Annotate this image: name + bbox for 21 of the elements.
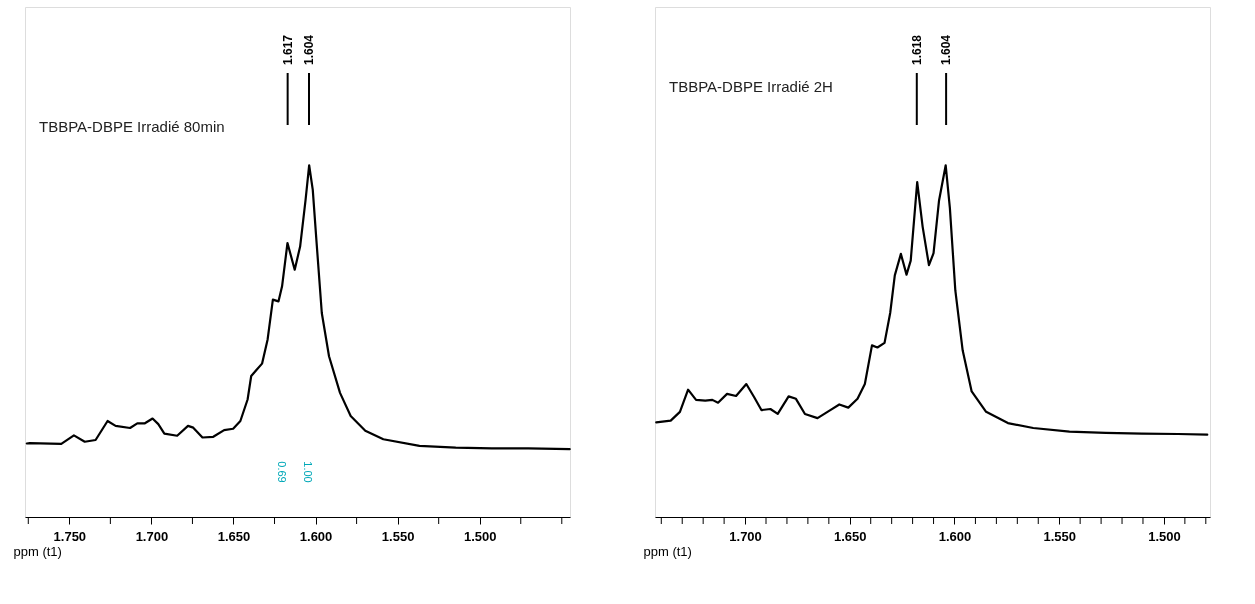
x-tick-label: 1.500 <box>463 528 497 544</box>
x-tick-label: 1.700 <box>729 528 762 544</box>
x-tick-label: 1.750 <box>53 528 87 544</box>
x-axis-title: ppm (t1) <box>13 543 62 559</box>
x-tick-label: 1.550 <box>1043 528 1076 544</box>
x-tick-label: 1.650 <box>217 528 251 544</box>
annotation: 1.604 <box>301 34 316 65</box>
annotation: 1.604 <box>939 34 954 65</box>
x-tick-label: 1.600 <box>938 528 972 544</box>
x-tick-label: 1.700 <box>135 528 169 544</box>
chart-title: TBBPA-DBPE Irradié 2H <box>669 78 833 95</box>
x-tick-label: 1.650 <box>834 528 867 544</box>
annotation: 0.69 <box>276 461 289 483</box>
x-axis-title: ppm (t1) <box>643 543 692 559</box>
x-tick-label: 1.500 <box>1148 528 1181 544</box>
annotation: 1.617 <box>280 34 295 65</box>
x-tick-label: 1.600 <box>299 528 333 544</box>
x-tick-label: 1.550 <box>381 528 415 544</box>
annotation: 1.618 <box>909 34 924 65</box>
annotation: 1.00 <box>302 461 315 483</box>
chart-title: TBBPA-DBPE Irradié 80min <box>39 118 225 135</box>
